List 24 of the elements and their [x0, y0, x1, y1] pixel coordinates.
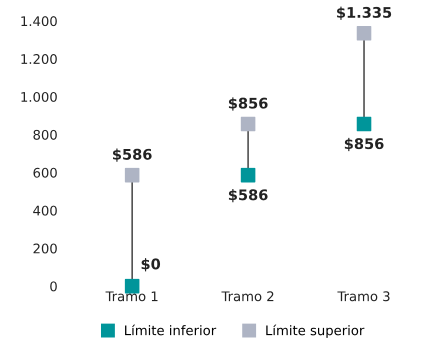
- data-label: $586: [228, 189, 268, 202]
- point: [240, 116, 256, 132]
- x-tick-label: Tramo 1: [106, 291, 158, 302]
- point: [124, 168, 140, 182]
- y-tick-label: 400: [33, 206, 57, 216]
- y-tick-label: 1.000: [21, 92, 57, 102]
- y-tick-label: 1.200: [21, 54, 57, 64]
- data-label: $856: [344, 138, 384, 152]
- y-tick-label: 800: [33, 130, 57, 140]
- data-label: $856: [228, 97, 268, 111]
- point: [356, 116, 372, 132]
- data-label: $0: [142, 258, 160, 272]
- y-tick-label: 600: [33, 168, 57, 178]
- y-tick-label: 1.400: [21, 16, 57, 26]
- x-tick-label: Tramo 2: [221, 291, 274, 302]
- data-label: $1.335: [337, 6, 392, 20]
- point: [356, 26, 372, 41]
- legend-label: Límite superior: [266, 324, 364, 338]
- data-label: $586: [112, 148, 152, 162]
- y-tick-label: 0: [50, 281, 57, 292]
- legend-label: Límite inferior: [125, 324, 216, 336]
- y-tick-label: 200: [34, 244, 57, 254]
- point: [240, 168, 256, 182]
- x-tick-label: Tramo 3: [337, 291, 390, 302]
